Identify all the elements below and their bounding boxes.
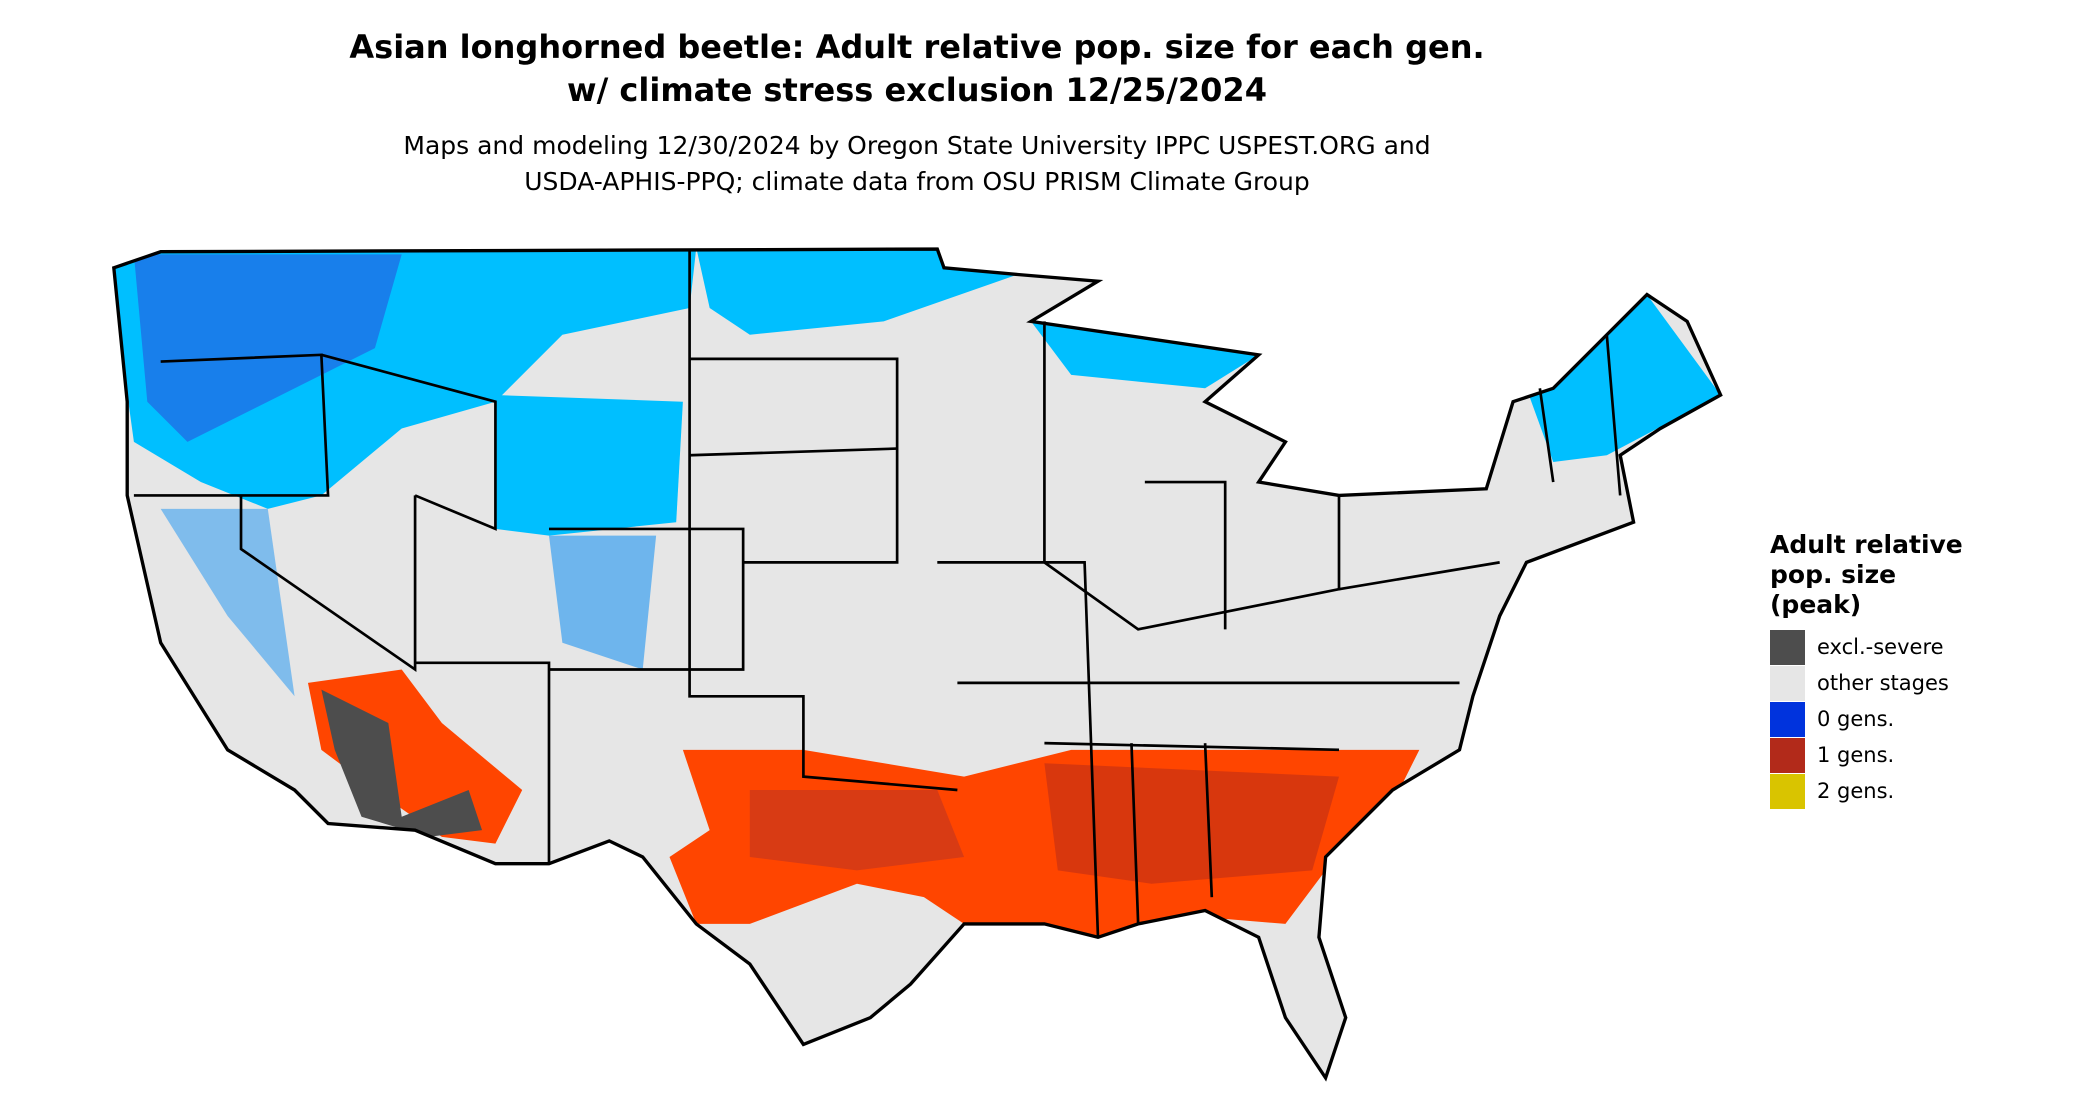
legend-swatch bbox=[1770, 666, 1805, 701]
legend-swatch bbox=[1770, 774, 1805, 809]
legend-label: excl.-severe bbox=[1817, 635, 1944, 659]
legend-swatch bbox=[1770, 738, 1805, 773]
legend-label: 2 gens. bbox=[1817, 779, 1894, 803]
subtitle: Maps and modeling 12/30/2024 by Oregon S… bbox=[403, 131, 1430, 160]
state-borders bbox=[133, 249, 1622, 938]
legend-label: 0 gens. bbox=[1817, 707, 1894, 731]
legend-swatch bbox=[1770, 702, 1805, 737]
legend-title: Adult relative bbox=[1770, 530, 1963, 559]
title: w/ climate stress exclusion 12/25/2024 bbox=[567, 71, 1267, 109]
subtitle: USDA-APHIS-PPQ; climate data from OSU PR… bbox=[524, 167, 1310, 196]
legend-label: other stages bbox=[1817, 671, 1949, 695]
us-map bbox=[112, 247, 1723, 1080]
legend-swatch bbox=[1770, 630, 1805, 665]
model-layer bbox=[113, 249, 1721, 938]
legend-label: 1 gens. bbox=[1817, 743, 1894, 767]
legend-title: (peak) bbox=[1770, 590, 1861, 619]
title: Asian longhorned beetle: Adult relative … bbox=[349, 28, 1484, 66]
legend-title: pop. size bbox=[1770, 560, 1896, 589]
